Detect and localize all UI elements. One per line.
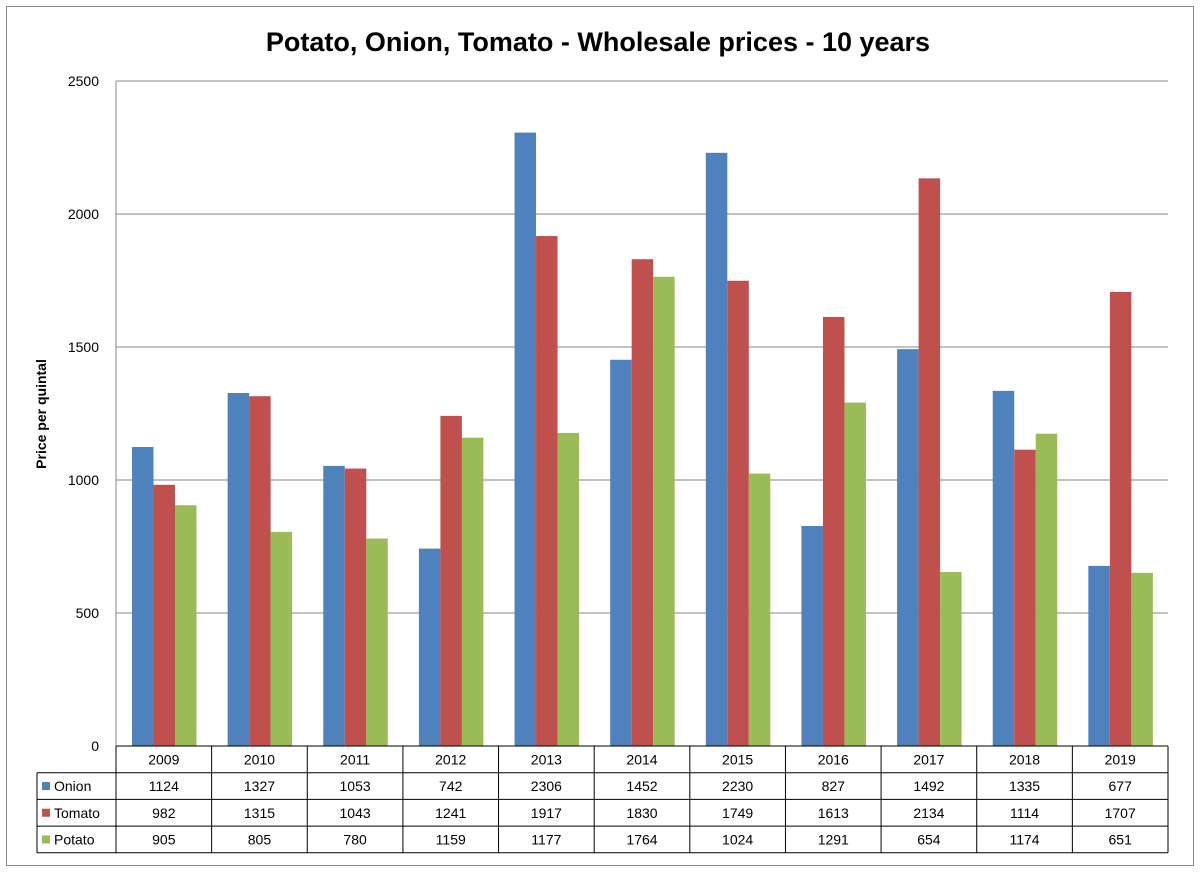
bar-potato-2019 bbox=[1131, 572, 1153, 746]
bar-onion-2010 bbox=[227, 393, 250, 746]
data-label: 1174 bbox=[1009, 831, 1039, 847]
x-tick-label: 2010 bbox=[244, 751, 275, 767]
x-tick-label: 2014 bbox=[626, 751, 657, 767]
data-label: 1452 bbox=[626, 778, 657, 794]
x-tick-label: 2017 bbox=[913, 751, 944, 767]
data-label: 1177 bbox=[531, 831, 561, 847]
data-label: 2230 bbox=[722, 778, 753, 794]
bar-potato-2017 bbox=[940, 572, 962, 746]
data-label: 654 bbox=[917, 831, 941, 847]
x-tick-label: 2018 bbox=[1009, 751, 1040, 767]
bar-potato-2010 bbox=[270, 531, 293, 746]
bar-onion-2015 bbox=[705, 152, 728, 746]
data-label: 2306 bbox=[531, 778, 562, 794]
data-label: 905 bbox=[152, 831, 176, 847]
bar-tomato-2011 bbox=[344, 468, 367, 746]
x-tick-label: 2015 bbox=[722, 751, 753, 767]
y-tick-label: 2000 bbox=[68, 206, 99, 222]
data-label: 651 bbox=[1109, 831, 1133, 847]
bar-onion-2018 bbox=[992, 390, 1015, 746]
x-tick-label: 2013 bbox=[531, 751, 562, 767]
bar-tomato-2017 bbox=[918, 178, 941, 746]
bar-tomato-2018 bbox=[1014, 449, 1036, 746]
data-table: 2009 2010 2011 2012 2013 2014 2015 2016 2017 2018… bbox=[36, 745, 1169, 854]
bar-onion-2017 bbox=[897, 349, 919, 746]
data-label: 1917 bbox=[531, 805, 562, 821]
data-label: 1707 bbox=[1105, 805, 1136, 821]
bar-onion-2013 bbox=[514, 132, 537, 746]
chart-title: Potato, Onion, Tomato - Wholesale prices… bbox=[266, 27, 930, 57]
legend-label-potato: Potato bbox=[54, 831, 95, 847]
y-tick-label: 1500 bbox=[68, 339, 99, 355]
x-tick-label: 2016 bbox=[818, 751, 849, 767]
data-label: 2134 bbox=[913, 805, 944, 821]
bar-potato-2015 bbox=[748, 473, 771, 746]
bar-tomato-2016 bbox=[822, 316, 845, 746]
bar-potato-2009 bbox=[175, 505, 197, 746]
data-label: 1024 bbox=[722, 831, 753, 847]
bar-potato-2018 bbox=[1035, 433, 1058, 746]
y-tick-label: 500 bbox=[76, 605, 100, 621]
bar-tomato-2012 bbox=[440, 415, 462, 746]
bar-potato-2016 bbox=[844, 402, 866, 746]
data-label: 742 bbox=[439, 778, 463, 794]
bar-tomato-2019 bbox=[1109, 291, 1132, 746]
bar-onion-2011 bbox=[323, 465, 345, 746]
data-label: 982 bbox=[152, 805, 176, 821]
bar-onion-2009 bbox=[132, 447, 154, 746]
bar-tomato-2015 bbox=[727, 280, 749, 746]
bar-potato-2013 bbox=[557, 432, 580, 746]
legend-label-tomato: Tomato bbox=[54, 805, 100, 821]
data-label: 1327 bbox=[244, 778, 275, 794]
legend-key-onion bbox=[42, 782, 50, 791]
data-label: 805 bbox=[248, 831, 272, 847]
x-tick-label: 2019 bbox=[1105, 751, 1136, 767]
x-tick-label: 2009 bbox=[148, 751, 179, 767]
data-label: 1159 bbox=[436, 831, 466, 847]
data-label: 677 bbox=[1109, 778, 1133, 794]
data-label: 1053 bbox=[340, 778, 371, 794]
data-label: 827 bbox=[822, 778, 846, 794]
data-label: 1043 bbox=[340, 805, 371, 821]
bar-potato-2014 bbox=[653, 276, 675, 746]
bars bbox=[132, 132, 1153, 746]
data-label: 1124 bbox=[149, 778, 179, 794]
bar-onion-2014 bbox=[610, 359, 632, 746]
data-label: 1291 bbox=[818, 831, 849, 847]
y-tick-label: 0 bbox=[91, 738, 99, 754]
bar-tomato-2010 bbox=[249, 396, 271, 746]
data-label: 1749 bbox=[722, 805, 753, 821]
bar-tomato-2009 bbox=[153, 484, 175, 746]
data-label: 1764 bbox=[626, 831, 657, 847]
y-tick-label: 1000 bbox=[68, 472, 99, 488]
x-tick-label: 2012 bbox=[435, 751, 466, 767]
legend-key-tomato bbox=[42, 808, 50, 817]
bar-tomato-2014 bbox=[631, 259, 654, 746]
y-tick-label: 2500 bbox=[68, 73, 99, 89]
legend-label-onion: Onion bbox=[54, 778, 91, 794]
x-tick-label: 2011 bbox=[340, 751, 370, 767]
legend-key-potato bbox=[42, 835, 50, 844]
y-axis-label: Price per quintal bbox=[33, 359, 49, 469]
bar-onion-2012 bbox=[418, 548, 441, 746]
data-label: 1613 bbox=[818, 805, 849, 821]
data-label: 1114 bbox=[1010, 805, 1039, 821]
data-label: 1492 bbox=[913, 778, 944, 794]
data-label: 1315 bbox=[244, 805, 275, 821]
bar-potato-2011 bbox=[366, 538, 388, 746]
data-label: 1241 bbox=[435, 805, 466, 821]
data-label: 1830 bbox=[626, 805, 657, 821]
bar-onion-2016 bbox=[801, 526, 823, 746]
bar-onion-2019 bbox=[1088, 565, 1110, 746]
bar-potato-2012 bbox=[461, 437, 484, 746]
data-label: 780 bbox=[343, 831, 367, 847]
bar-tomato-2013 bbox=[536, 236, 558, 746]
data-label: 1335 bbox=[1009, 778, 1040, 794]
